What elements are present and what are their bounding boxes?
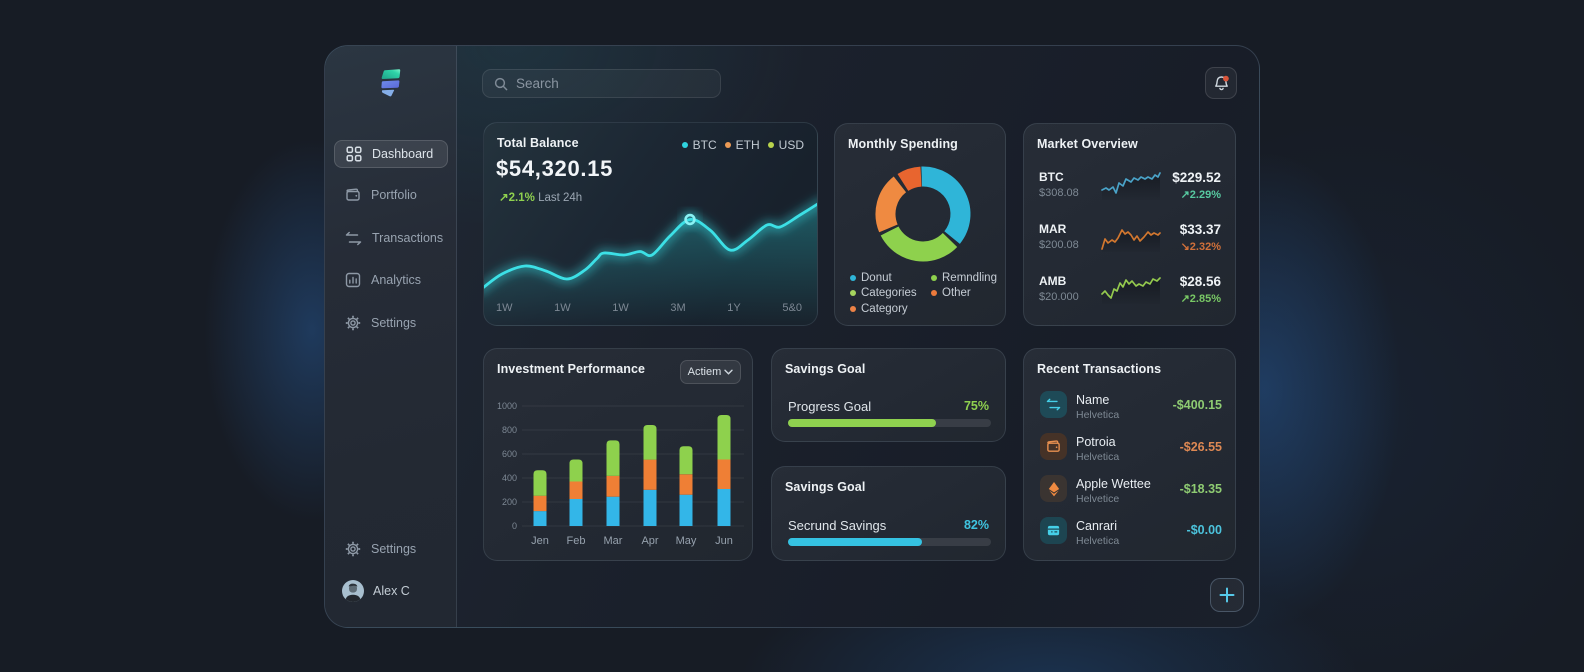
svg-text:Mar: Mar [604, 535, 623, 547]
svg-text:Feb: Feb [567, 535, 586, 547]
svg-text:200: 200 [502, 497, 517, 507]
svg-text:Apr: Apr [641, 535, 658, 547]
svg-text:400: 400 [502, 473, 517, 483]
svg-text:800: 800 [502, 425, 517, 435]
svg-text:Jun: Jun [715, 535, 733, 547]
svg-text:May: May [676, 535, 697, 547]
svg-text:0: 0 [512, 521, 517, 531]
svg-text:600: 600 [502, 449, 517, 459]
svg-text:1000: 1000 [497, 401, 517, 411]
svg-text:Jen: Jen [531, 535, 549, 547]
